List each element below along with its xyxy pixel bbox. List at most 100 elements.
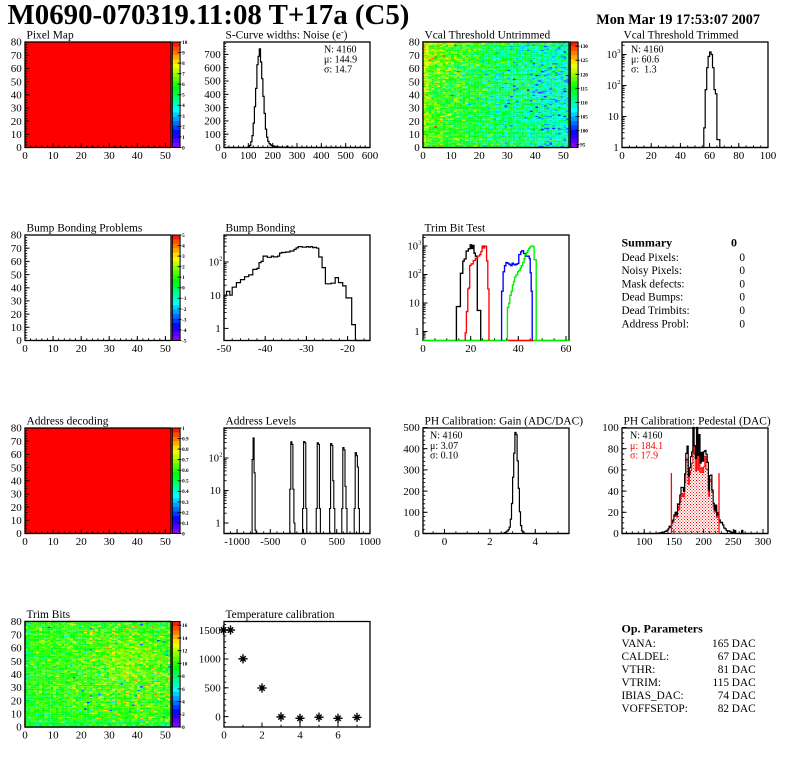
svg-text:0: 0 bbox=[16, 335, 22, 347]
svg-text:10: 10 bbox=[11, 129, 23, 141]
svg-text:10: 10 bbox=[210, 290, 222, 302]
svg-text:VOFFSETOP:: VOFFSETOP: bbox=[622, 703, 688, 715]
svg-text:100: 100 bbox=[204, 129, 221, 141]
svg-text:σ: 0.10: σ: 0.10 bbox=[430, 451, 458, 462]
svg-text:125: 125 bbox=[580, 58, 588, 64]
svg-text:1: 1 bbox=[182, 135, 185, 141]
svg-text:81: 81 bbox=[718, 664, 729, 676]
svg-text:165: 165 bbox=[712, 638, 729, 650]
svg-text:300: 300 bbox=[289, 150, 306, 162]
svg-text:30: 30 bbox=[104, 343, 116, 355]
svg-text:N: 4160: N: 4160 bbox=[630, 431, 663, 442]
svg-text:VANA:: VANA: bbox=[622, 638, 656, 650]
svg-text:μ: 60.6: μ: 60.6 bbox=[631, 55, 659, 66]
svg-text:-3: -3 bbox=[182, 317, 187, 323]
svg-text:50: 50 bbox=[160, 343, 172, 355]
svg-text:1000: 1000 bbox=[359, 536, 382, 548]
svg-text:N: 4160: N: 4160 bbox=[324, 44, 357, 55]
svg-text:-2: -2 bbox=[182, 307, 187, 313]
svg-text:10: 10 bbox=[446, 150, 458, 162]
svg-text:60: 60 bbox=[561, 343, 573, 355]
svg-text:DAC: DAC bbox=[732, 677, 756, 689]
svg-text:80: 80 bbox=[11, 37, 23, 49]
svg-text:10: 10 bbox=[182, 661, 188, 667]
svg-text:300: 300 bbox=[403, 465, 420, 477]
svg-text:-5: -5 bbox=[182, 338, 187, 344]
svg-text:σ: 17.9: σ: 17.9 bbox=[630, 451, 658, 462]
svg-text:2: 2 bbox=[182, 265, 185, 271]
svg-text:500: 500 bbox=[403, 422, 420, 434]
svg-text:20: 20 bbox=[11, 502, 23, 514]
svg-text:200: 200 bbox=[204, 116, 221, 128]
svg-text:6: 6 bbox=[182, 687, 185, 693]
svg-text:Vcal Threshold Untrimmed: Vcal Threshold Untrimmed bbox=[425, 30, 551, 42]
svg-text:1500: 1500 bbox=[199, 625, 222, 637]
svg-text:40: 40 bbox=[132, 343, 144, 355]
svg-text:10: 10 bbox=[409, 129, 421, 141]
svg-text:40: 40 bbox=[675, 150, 687, 162]
svg-text:40: 40 bbox=[11, 669, 23, 681]
svg-text:100: 100 bbox=[602, 422, 619, 434]
svg-text:-30: -30 bbox=[299, 343, 314, 355]
svg-text:5: 5 bbox=[182, 93, 185, 99]
svg-text:N: 4160: N: 4160 bbox=[430, 431, 463, 442]
svg-text:10: 10 bbox=[11, 322, 23, 334]
svg-text:0: 0 bbox=[221, 150, 227, 162]
svg-text:82: 82 bbox=[718, 703, 730, 715]
svg-text:VTRIM:: VTRIM: bbox=[622, 677, 662, 689]
svg-text:60: 60 bbox=[11, 449, 23, 461]
svg-text:-4: -4 bbox=[182, 328, 187, 334]
svg-text:110: 110 bbox=[580, 100, 588, 106]
svg-text:Pixel Map: Pixel Map bbox=[27, 30, 74, 42]
svg-text:50: 50 bbox=[160, 150, 172, 162]
svg-text:DAC: DAC bbox=[732, 651, 756, 663]
svg-text:VTHR:: VTHR: bbox=[622, 664, 656, 676]
svg-text:Dead Trimbits:: Dead Trimbits: bbox=[622, 305, 690, 317]
svg-text:70: 70 bbox=[11, 50, 23, 62]
svg-text:-500: -500 bbox=[260, 536, 281, 548]
svg-text:100: 100 bbox=[760, 150, 777, 162]
svg-text:0: 0 bbox=[731, 236, 737, 250]
svg-text:1000: 1000 bbox=[199, 654, 222, 666]
svg-text:20: 20 bbox=[76, 343, 88, 355]
svg-text:4: 4 bbox=[182, 103, 185, 109]
svg-text:300: 300 bbox=[204, 102, 221, 114]
svg-text:70: 70 bbox=[409, 50, 421, 62]
svg-text:8: 8 bbox=[182, 674, 185, 680]
svg-text:3: 3 bbox=[418, 240, 421, 247]
svg-text:2: 2 bbox=[182, 124, 185, 130]
svg-text:10: 10 bbox=[210, 485, 222, 497]
svg-text:67: 67 bbox=[718, 651, 730, 663]
svg-text:20: 20 bbox=[474, 150, 486, 162]
svg-text:400: 400 bbox=[313, 150, 330, 162]
svg-text:2: 2 bbox=[617, 79, 620, 86]
svg-text:14: 14 bbox=[182, 636, 188, 642]
svg-text:Dead Pixels:: Dead Pixels: bbox=[622, 252, 679, 264]
svg-text:50: 50 bbox=[558, 150, 570, 162]
svg-text:20: 20 bbox=[465, 343, 477, 355]
svg-text:Mon Mar 19 17:53:07 2007: Mon Mar 19 17:53:07 2007 bbox=[596, 12, 760, 28]
svg-text:30: 30 bbox=[11, 489, 23, 501]
svg-text:10: 10 bbox=[48, 536, 60, 548]
svg-text:10: 10 bbox=[607, 50, 618, 61]
svg-text:40: 40 bbox=[513, 343, 525, 355]
svg-text:Noisy Pixels:: Noisy Pixels: bbox=[622, 265, 683, 277]
svg-text:0: 0 bbox=[613, 528, 619, 540]
svg-text:0.7: 0.7 bbox=[182, 458, 189, 464]
svg-text:500: 500 bbox=[204, 683, 221, 695]
svg-text:400: 400 bbox=[403, 443, 420, 455]
svg-text:20: 20 bbox=[76, 729, 88, 741]
svg-text:μ: 144.9: μ: 144.9 bbox=[324, 55, 357, 66]
svg-text:150: 150 bbox=[666, 536, 683, 548]
svg-text:300: 300 bbox=[755, 536, 772, 548]
svg-text:80: 80 bbox=[733, 150, 745, 162]
svg-text:12: 12 bbox=[182, 649, 188, 655]
svg-text:30: 30 bbox=[11, 103, 23, 115]
svg-text:0: 0 bbox=[739, 318, 745, 330]
svg-text:0: 0 bbox=[22, 729, 28, 741]
svg-text:10: 10 bbox=[11, 709, 23, 721]
svg-text:-1: -1 bbox=[182, 296, 187, 302]
svg-text:30: 30 bbox=[11, 296, 23, 308]
svg-text:Mask defects:: Mask defects: bbox=[622, 278, 685, 290]
svg-text:Trim Bit Test: Trim Bit Test bbox=[425, 223, 486, 235]
